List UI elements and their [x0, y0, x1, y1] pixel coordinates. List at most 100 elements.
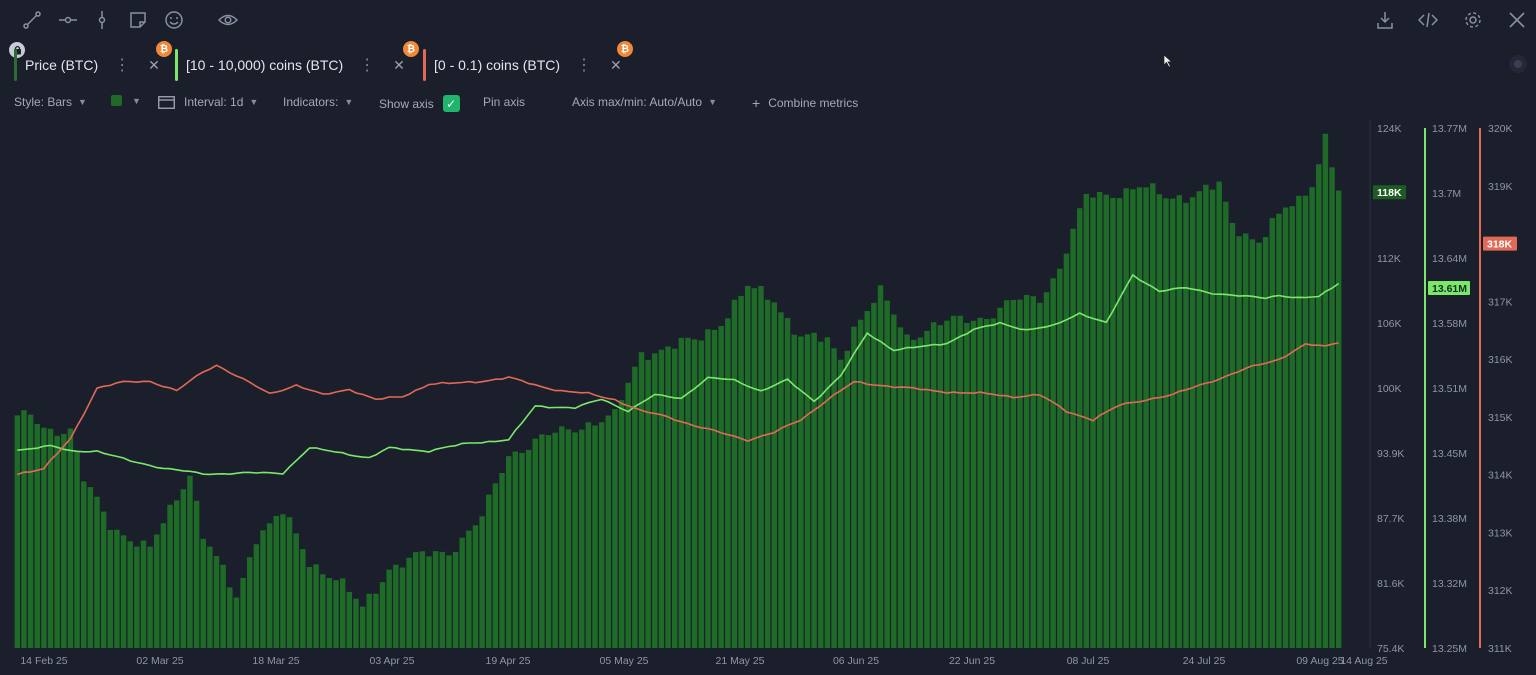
- tab-price[interactable]: Price (BTC) ⋮ ✕: [14, 49, 160, 81]
- pin-axis-toggle[interactable]: Pin axis: [483, 95, 525, 109]
- whales-axis-tick: 13.32M: [1432, 578, 1467, 590]
- tab-close-icon[interactable]: ✕: [393, 56, 405, 73]
- price-bar: [67, 428, 74, 648]
- line-tool-icon[interactable]: [20, 8, 44, 32]
- price-bar: [127, 541, 133, 648]
- price-bar: [897, 327, 904, 648]
- whales-axis-tick: 13.7M: [1432, 188, 1461, 200]
- price-bar: [1223, 201, 1229, 648]
- price-bar: [1183, 202, 1189, 648]
- price-bar: [1130, 189, 1136, 648]
- price-bar: [227, 587, 233, 648]
- bitcoin-badge-icon: ₿: [156, 41, 172, 57]
- tab-close-icon[interactable]: ✕: [610, 56, 622, 73]
- price-bar: [114, 529, 120, 648]
- price-bar: [745, 285, 751, 648]
- price-bar: [997, 307, 1003, 648]
- price-bar: [439, 551, 445, 648]
- chart-axes: 124K 118K 112K 106K 100K 93.9K 87.7K 81.6K 75.4K…: [1369, 120, 1517, 655]
- axis-maxmin-dropdown[interactable]: Axis max/min: Auto/Auto ▼: [572, 95, 717, 109]
- price-bar: [14, 415, 21, 648]
- price-bar: [698, 340, 704, 648]
- price-bar: [1116, 198, 1123, 648]
- vertical-line-icon[interactable]: [90, 8, 114, 32]
- price-bar: [419, 551, 426, 648]
- settings-gear-icon[interactable]: [1461, 8, 1485, 32]
- price-bar: [61, 434, 67, 648]
- price-bar: [652, 353, 658, 648]
- interval-dropdown[interactable]: Interval: 1d ▼: [158, 95, 258, 109]
- tab-menu-icon[interactable]: ⋮: [359, 57, 376, 74]
- price-bar: [505, 456, 512, 648]
- x-axis-labels: 14 Feb 25 02 Mar 25 18 Mar 25 03 Apr 25 19 A…: [20, 655, 1387, 667]
- horizontal-line-icon[interactable]: [56, 8, 80, 32]
- price-bar: [1236, 236, 1242, 648]
- price-bar: [1070, 228, 1076, 648]
- price-bar: [87, 487, 94, 648]
- eye-icon[interactable]: [216, 8, 240, 32]
- x-axis-label: 09 Aug 25: [1296, 655, 1343, 667]
- whales-axis-tick: 13.77M: [1432, 123, 1467, 135]
- small-holders-axis-tick: 312K: [1488, 585, 1513, 597]
- indicators-dropdown[interactable]: Indicators: ▼: [283, 95, 353, 109]
- tab-close-icon[interactable]: ✕: [148, 56, 160, 73]
- price-bar: [300, 549, 306, 648]
- color-picker[interactable]: ▼: [111, 95, 141, 106]
- tab-small-holders[interactable]: [0 - 0.1) coins (BTC) ⋮ ✕: [423, 49, 622, 81]
- price-bar: [1282, 207, 1289, 648]
- price-bar: [154, 534, 160, 648]
- tab-color-bar: [14, 49, 17, 81]
- price-bar: [393, 564, 399, 648]
- price-bar: [120, 535, 127, 648]
- price-bar: [207, 546, 213, 648]
- price-bar: [705, 329, 711, 648]
- note-icon[interactable]: [126, 8, 150, 32]
- price-bar: [665, 346, 671, 648]
- price-bar: [333, 580, 339, 648]
- price-bar: [94, 496, 100, 648]
- pin-axis-label: Pin axis: [483, 95, 526, 109]
- price-bar: [645, 359, 651, 648]
- price-bar: [1050, 278, 1056, 648]
- price-bar: [1302, 195, 1309, 648]
- tab-menu-icon[interactable]: ⋮: [114, 57, 131, 74]
- close-icon[interactable]: [1505, 8, 1529, 32]
- price-bar: [1309, 187, 1315, 648]
- price-bar: [459, 537, 465, 648]
- style-dropdown[interactable]: Style: Bars ▼: [14, 95, 87, 109]
- price-bar: [532, 438, 538, 648]
- embed-code-icon[interactable]: [1416, 8, 1440, 32]
- tab-menu-icon[interactable]: ⋮: [576, 57, 593, 74]
- emoji-icon[interactable]: [162, 8, 186, 32]
- price-bar: [1209, 189, 1216, 648]
- price-bar: [286, 517, 293, 648]
- small-holders-line: [17, 342, 1339, 476]
- tab-whales[interactable]: [10 - 10,000) coins (BTC) ⋮ ✕: [175, 49, 405, 81]
- price-bar: [711, 329, 718, 648]
- price-bar: [353, 598, 359, 648]
- whales-current-badge: 13.61M: [1432, 283, 1467, 295]
- price-bar: [266, 523, 273, 648]
- price-bar: [725, 318, 731, 648]
- price-bar: [572, 432, 578, 648]
- price-bar: [386, 569, 392, 648]
- chart-options-bar: Style: Bars ▼ ▼ Interval: 1d ▼ Indicator…: [0, 92, 1000, 114]
- price-bar: [193, 500, 200, 648]
- price-bar: [21, 410, 27, 648]
- price-bar: [804, 334, 811, 648]
- price-bar: [472, 525, 479, 648]
- combine-metrics-button[interactable]: + Combine metrics: [752, 95, 858, 111]
- indicator-dot-core: [1514, 60, 1522, 68]
- price-bar: [1316, 164, 1322, 648]
- download-icon[interactable]: [1373, 8, 1397, 32]
- price-bar: [977, 317, 983, 648]
- checkmark-icon[interactable]: ✓: [442, 95, 460, 112]
- price-bar: [486, 494, 492, 648]
- price-bar: [1043, 292, 1050, 648]
- whales-current-badge-bg: [1428, 281, 1470, 295]
- price-bar: [180, 489, 187, 648]
- show-axis-label: Show axis: [379, 96, 434, 111]
- interval-label: Interval: 1d: [184, 95, 244, 109]
- show-axis-toggle[interactable]: Show axis ✓: [379, 95, 460, 112]
